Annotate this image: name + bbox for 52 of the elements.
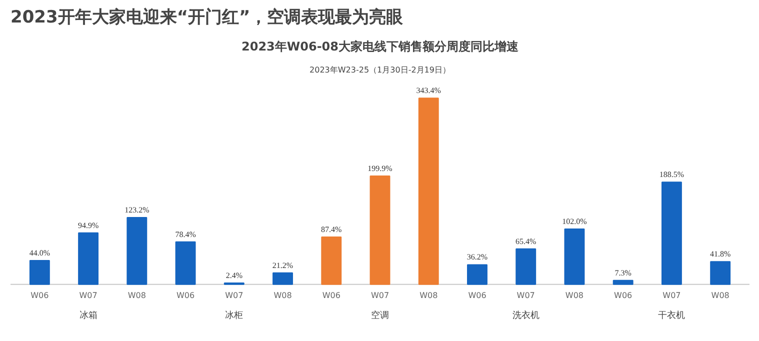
- x-tick-label: W06: [30, 291, 49, 300]
- data-label: 36.2%: [466, 252, 488, 262]
- data-label: 21.2%: [272, 260, 294, 270]
- x-tick-label: W07: [662, 291, 681, 300]
- data-label: 44.0%: [29, 248, 50, 258]
- bar: [661, 182, 682, 285]
- data-label: 199.9%: [368, 164, 393, 173]
- data-label: 343.4%: [416, 86, 442, 96]
- data-label: 94.9%: [78, 220, 99, 230]
- bar: [564, 228, 585, 285]
- bar: [418, 98, 439, 285]
- bar: [370, 175, 390, 285]
- x-tick-label: W08: [565, 291, 584, 300]
- x-tick-label: W08: [711, 291, 730, 300]
- x-tick-label: W07: [225, 291, 244, 300]
- data-label: 7.3%: [614, 268, 632, 278]
- bar: [516, 248, 536, 285]
- bar: [126, 217, 148, 285]
- data-label: 41.8%: [710, 250, 731, 259]
- data-label: 78.4%: [175, 230, 196, 239]
- data-label: 123.2%: [124, 206, 150, 215]
- bar: [321, 236, 342, 285]
- bar: [175, 241, 196, 285]
- data-label: 2.4%: [226, 271, 243, 280]
- x-tick-label: W07: [370, 291, 390, 300]
- bar: [78, 232, 99, 285]
- text: 2023年W23-25（1月30日-2月19日）: [310, 66, 450, 74]
- data-label: 102.0%: [562, 217, 588, 226]
- data-label: 87.4%: [321, 224, 342, 234]
- chart-subtitle: 2023年W06-08大家电线下销售额分周度同比增速: [241, 40, 520, 54]
- x-tick-label: W06: [468, 291, 486, 300]
- x-tick-label: W08: [274, 291, 292, 300]
- x-tick-label: W08: [420, 291, 438, 300]
- x-tick-label: W06: [176, 291, 195, 300]
- bar: [710, 261, 731, 285]
- bar: [612, 280, 634, 285]
- text: 冰柜: [225, 310, 244, 322]
- x-tick-label: W08: [128, 291, 146, 300]
- bar: [29, 260, 50, 285]
- bar: [467, 264, 488, 285]
- data-label: 65.4%: [516, 236, 537, 246]
- bar: [272, 272, 293, 285]
- text: 冰箱: [79, 310, 98, 322]
- text: 洗衣机: [512, 310, 540, 322]
- x-tick-label: W07: [79, 291, 98, 300]
- x-tick-label: W07: [516, 291, 535, 300]
- text: 空调: [371, 310, 389, 322]
- x-tick-label: W06: [614, 291, 632, 300]
- data-label: 188.5%: [659, 170, 684, 180]
- x-tick-label: W06: [322, 291, 340, 300]
- chart-title: 2023开年大家电迎来“开门红”，空调表现最为亮眼: [10, 8, 404, 28]
- text: 干衣机: [658, 310, 686, 322]
